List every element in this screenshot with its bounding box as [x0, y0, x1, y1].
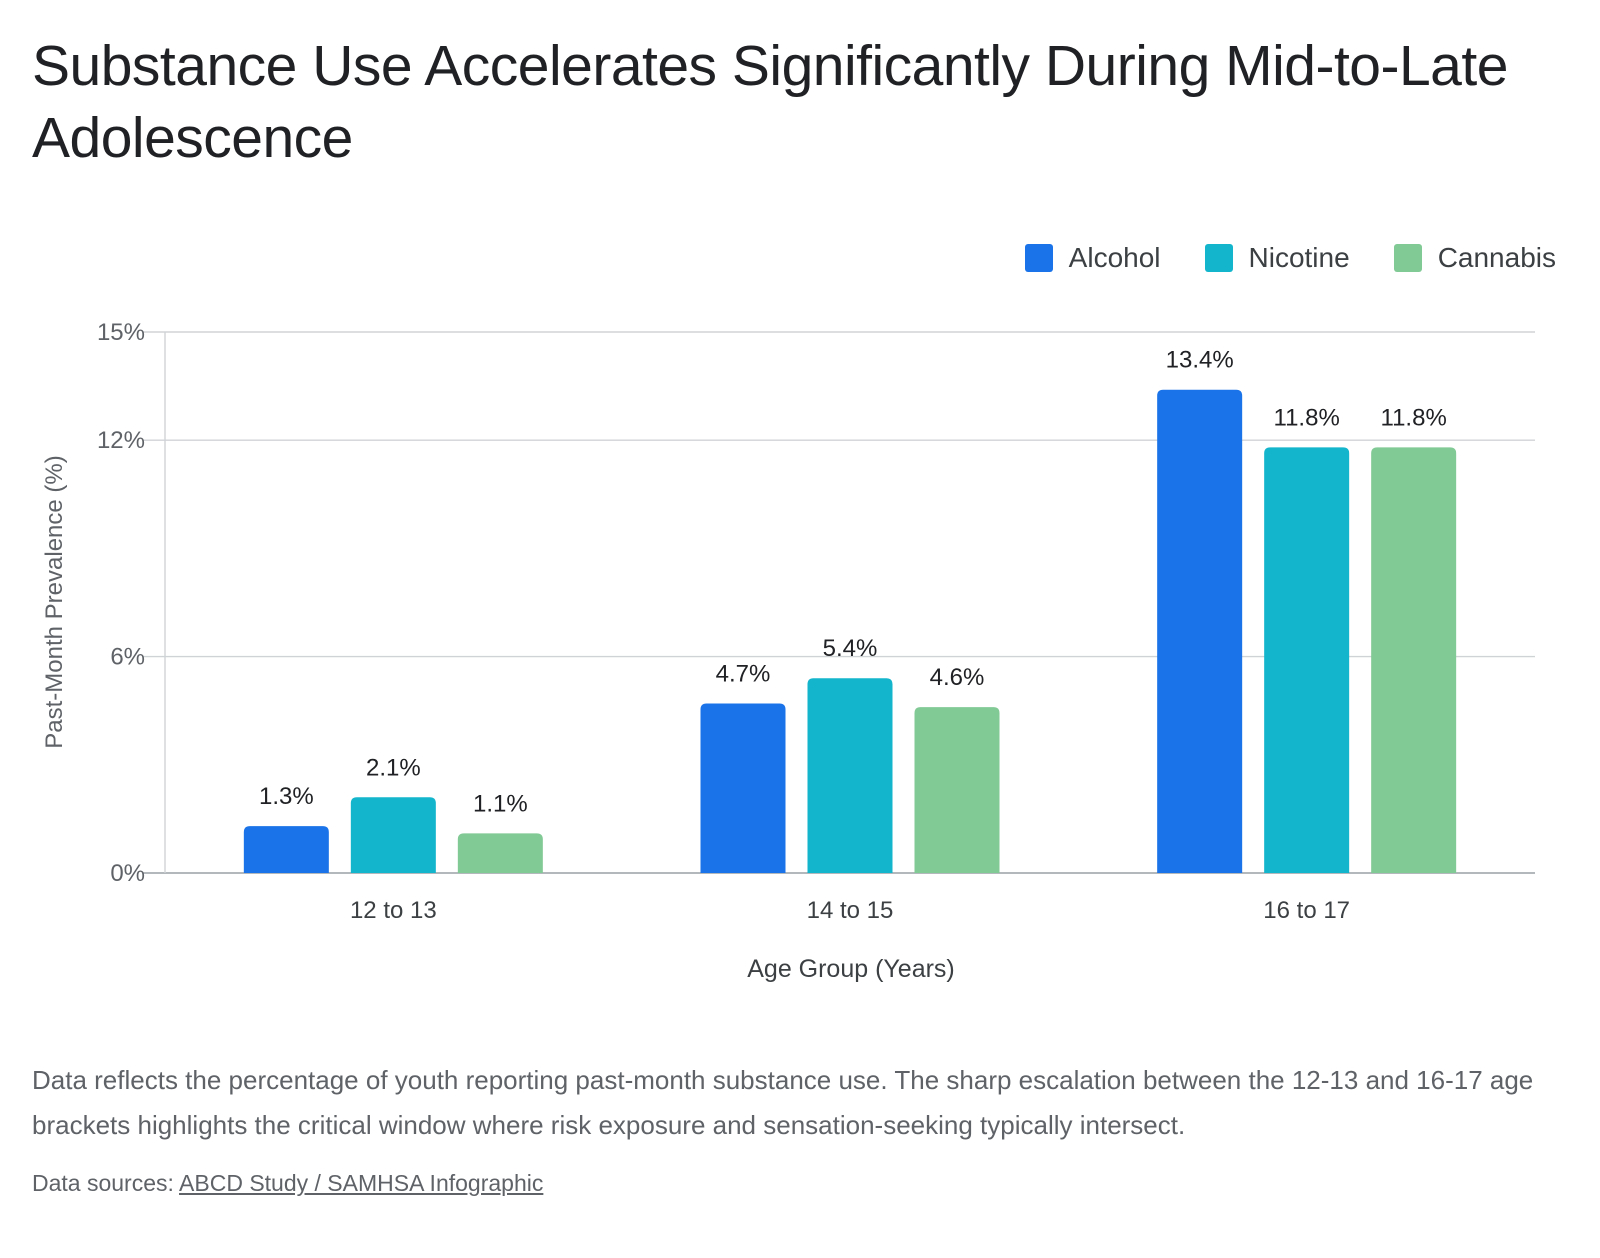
bars	[243, 389, 1457, 873]
y-tick-label: 15%	[97, 319, 145, 346]
bar-value-label: 11.8%	[1274, 404, 1340, 431]
legend-swatch-alcohol	[1024, 244, 1053, 272]
bar-value-label: 4.6%	[930, 664, 985, 691]
x-tick-label: 14 to 15	[807, 897, 894, 924]
bar-cannabis-1	[457, 833, 543, 873]
bar-cannabis-2	[914, 707, 1000, 873]
bar-value-label: 4.7%	[716, 660, 771, 687]
bar-value-label: 2.1%	[366, 754, 421, 781]
bar-chart: 0% 6% 12% 15% 1.3% 2.1% 1.1% 4.7% 5.4% 4.6% 13.4%…	[41, 319, 1535, 983]
bar-alcohol-3	[1157, 389, 1243, 873]
x-tick-label: 16 to 17	[1263, 897, 1350, 924]
legend-item-alcohol: Alcohol	[1024, 242, 1161, 274]
legend-swatch-nicotine	[1204, 244, 1233, 272]
y-tick-label: 6%	[110, 644, 145, 671]
y-tick-label: 12%	[97, 427, 145, 454]
bar-value-label: 11.8%	[1381, 404, 1447, 431]
legend-item-cannabis: Cannabis	[1393, 242, 1556, 274]
bar-value-label: 1.3%	[259, 783, 314, 810]
source-link[interactable]: ABCD Study / SAMHSA Infographic	[179, 1170, 544, 1196]
x-axis-label: Age Group (Years)	[747, 955, 955, 983]
bar-value-label: 13.4%	[1166, 347, 1234, 374]
x-axis-ticks: 12 to 13 14 to 15 16 to 17	[350, 897, 1350, 924]
source-prefix: Data sources:	[32, 1170, 174, 1196]
bar-nicotine-3	[1264, 447, 1350, 873]
legend-label-nicotine: Nicotine	[1248, 242, 1350, 273]
y-axis-label: Past-Month Prevalence (%)	[41, 455, 68, 748]
bar-value-label: 1.1%	[473, 790, 528, 817]
bar-value-label: 5.4%	[823, 635, 878, 662]
bar-value-labels: 1.3% 2.1% 1.1% 4.7% 5.4% 4.6% 13.4% 11.8% 11.8%	[259, 347, 1447, 818]
bar-cannabis-3	[1371, 447, 1457, 873]
data-source: Data sources: ABCD Study / SAMHSA Infogr…	[32, 1170, 543, 1197]
bar-alcohol-1	[243, 826, 329, 873]
legend-label-alcohol: Alcohol	[1068, 242, 1161, 273]
x-tick-label: 12 to 13	[350, 897, 437, 924]
legend-item-nicotine: Nicotine	[1204, 242, 1350, 274]
bar-alcohol-2	[700, 703, 786, 873]
legend-swatch-cannabis	[1393, 244, 1422, 272]
y-tick-label: 0%	[110, 860, 145, 887]
bar-nicotine-2	[807, 678, 893, 873]
chart-title: Substance Use Accelerates Significantly …	[32, 34, 1508, 170]
chart-caption: Data reflects the percentage of youth re…	[32, 1065, 1534, 1140]
y-axis-ticks: 0% 6% 12% 15%	[97, 319, 145, 887]
legend-label-cannabis: Cannabis	[1437, 242, 1556, 273]
legend: Alcohol Nicotine Cannabis	[1024, 242, 1556, 274]
bar-nicotine-1	[350, 797, 436, 873]
